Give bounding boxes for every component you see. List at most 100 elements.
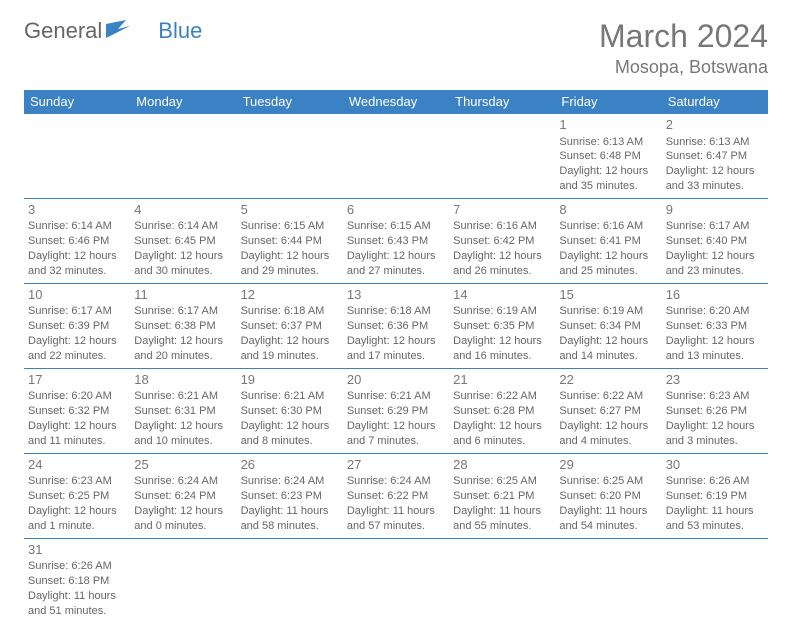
calendar-cell: 18Sunrise: 6:21 AMSunset: 6:31 PMDayligh… xyxy=(130,368,236,453)
sunset-text: Sunset: 6:22 PM xyxy=(347,489,445,504)
calendar-cell: 20Sunrise: 6:21 AMSunset: 6:29 PMDayligh… xyxy=(343,368,449,453)
logo: General Blue xyxy=(24,18,202,44)
calendar-cell: 15Sunrise: 6:19 AMSunset: 6:34 PMDayligh… xyxy=(555,283,661,368)
day-number: 3 xyxy=(28,201,126,219)
calendar-cell xyxy=(237,114,343,199)
calendar-cell xyxy=(237,538,343,622)
day-number: 29 xyxy=(559,456,657,474)
calendar-cell: 27Sunrise: 6:24 AMSunset: 6:22 PMDayligh… xyxy=(343,453,449,538)
sunrise-text: Sunrise: 6:19 AM xyxy=(453,304,551,319)
day-number: 13 xyxy=(347,286,445,304)
sunrise-text: Sunrise: 6:22 AM xyxy=(559,389,657,404)
page-header: General Blue March 2024 Mosopa, Botswana xyxy=(24,18,768,78)
weekday-header-row: Sunday Monday Tuesday Wednesday Thursday… xyxy=(24,90,768,114)
sunset-text: Sunset: 6:23 PM xyxy=(241,489,339,504)
day-number: 27 xyxy=(347,456,445,474)
daylight-text: Daylight: 12 hours and 10 minutes. xyxy=(134,419,232,449)
calendar-week-row: 31Sunrise: 6:26 AMSunset: 6:18 PMDayligh… xyxy=(24,538,768,622)
daylight-text: Daylight: 12 hours and 27 minutes. xyxy=(347,249,445,279)
sunset-text: Sunset: 6:24 PM xyxy=(134,489,232,504)
calendar-cell: 30Sunrise: 6:26 AMSunset: 6:19 PMDayligh… xyxy=(662,453,768,538)
daylight-text: Daylight: 12 hours and 0 minutes. xyxy=(134,504,232,534)
day-number: 10 xyxy=(28,286,126,304)
calendar-cell: 14Sunrise: 6:19 AMSunset: 6:35 PMDayligh… xyxy=(449,283,555,368)
daylight-text: Daylight: 12 hours and 25 minutes. xyxy=(559,249,657,279)
day-number: 1 xyxy=(559,116,657,134)
calendar-cell: 19Sunrise: 6:21 AMSunset: 6:30 PMDayligh… xyxy=(237,368,343,453)
sunset-text: Sunset: 6:25 PM xyxy=(28,489,126,504)
daylight-text: Daylight: 12 hours and 26 minutes. xyxy=(453,249,551,279)
sunset-text: Sunset: 6:29 PM xyxy=(347,404,445,419)
calendar-cell: 6Sunrise: 6:15 AMSunset: 6:43 PMDaylight… xyxy=(343,198,449,283)
calendar-cell: 11Sunrise: 6:17 AMSunset: 6:38 PMDayligh… xyxy=(130,283,236,368)
daylight-text: Daylight: 12 hours and 4 minutes. xyxy=(559,419,657,449)
sunrise-text: Sunrise: 6:14 AM xyxy=(134,219,232,234)
daylight-text: Daylight: 11 hours and 55 minutes. xyxy=(453,504,551,534)
calendar-cell: 28Sunrise: 6:25 AMSunset: 6:21 PMDayligh… xyxy=(449,453,555,538)
day-number: 2 xyxy=(666,116,764,134)
day-number: 31 xyxy=(28,541,126,559)
sunrise-text: Sunrise: 6:22 AM xyxy=(453,389,551,404)
calendar-cell xyxy=(130,114,236,199)
calendar-week-row: 1Sunrise: 6:13 AMSunset: 6:48 PMDaylight… xyxy=(24,114,768,199)
day-number: 24 xyxy=(28,456,126,474)
month-title: March 2024 xyxy=(599,18,768,55)
sunset-text: Sunset: 6:46 PM xyxy=(28,234,126,249)
calendar-cell xyxy=(130,538,236,622)
sunrise-text: Sunrise: 6:13 AM xyxy=(666,135,764,150)
sunrise-text: Sunrise: 6:21 AM xyxy=(134,389,232,404)
day-number: 15 xyxy=(559,286,657,304)
sunset-text: Sunset: 6:30 PM xyxy=(241,404,339,419)
daylight-text: Daylight: 12 hours and 23 minutes. xyxy=(666,249,764,279)
calendar-cell: 24Sunrise: 6:23 AMSunset: 6:25 PMDayligh… xyxy=(24,453,130,538)
day-number: 23 xyxy=(666,371,764,389)
sunset-text: Sunset: 6:45 PM xyxy=(134,234,232,249)
sunrise-text: Sunrise: 6:19 AM xyxy=(559,304,657,319)
day-number: 4 xyxy=(134,201,232,219)
calendar-cell: 2Sunrise: 6:13 AMSunset: 6:47 PMDaylight… xyxy=(662,114,768,199)
daylight-text: Daylight: 12 hours and 8 minutes. xyxy=(241,419,339,449)
day-number: 19 xyxy=(241,371,339,389)
sunset-text: Sunset: 6:40 PM xyxy=(666,234,764,249)
calendar-cell: 13Sunrise: 6:18 AMSunset: 6:36 PMDayligh… xyxy=(343,283,449,368)
weekday-header: Monday xyxy=(130,90,236,114)
day-number: 16 xyxy=(666,286,764,304)
daylight-text: Daylight: 12 hours and 11 minutes. xyxy=(28,419,126,449)
sunrise-text: Sunrise: 6:21 AM xyxy=(241,389,339,404)
sunrise-text: Sunrise: 6:20 AM xyxy=(28,389,126,404)
sunset-text: Sunset: 6:43 PM xyxy=(347,234,445,249)
weekday-header: Thursday xyxy=(449,90,555,114)
daylight-text: Daylight: 12 hours and 1 minute. xyxy=(28,504,126,534)
sunrise-text: Sunrise: 6:18 AM xyxy=(241,304,339,319)
sunset-text: Sunset: 6:36 PM xyxy=(347,319,445,334)
sunset-text: Sunset: 6:41 PM xyxy=(559,234,657,249)
day-number: 9 xyxy=(666,201,764,219)
title-block: March 2024 Mosopa, Botswana xyxy=(599,18,768,78)
calendar-week-row: 17Sunrise: 6:20 AMSunset: 6:32 PMDayligh… xyxy=(24,368,768,453)
calendar-cell xyxy=(24,114,130,199)
sunrise-text: Sunrise: 6:16 AM xyxy=(559,219,657,234)
calendar-cell xyxy=(343,538,449,622)
calendar-cell: 25Sunrise: 6:24 AMSunset: 6:24 PMDayligh… xyxy=(130,453,236,538)
daylight-text: Daylight: 11 hours and 54 minutes. xyxy=(559,504,657,534)
logo-text-blue: Blue xyxy=(158,18,202,43)
daylight-text: Daylight: 12 hours and 35 minutes. xyxy=(559,164,657,194)
sunset-text: Sunset: 6:26 PM xyxy=(666,404,764,419)
day-number: 8 xyxy=(559,201,657,219)
daylight-text: Daylight: 12 hours and 3 minutes. xyxy=(666,419,764,449)
daylight-text: Daylight: 11 hours and 51 minutes. xyxy=(28,589,126,619)
daylight-text: Daylight: 11 hours and 57 minutes. xyxy=(347,504,445,534)
calendar-cell: 9Sunrise: 6:17 AMSunset: 6:40 PMDaylight… xyxy=(662,198,768,283)
sunset-text: Sunset: 6:38 PM xyxy=(134,319,232,334)
calendar-cell: 26Sunrise: 6:24 AMSunset: 6:23 PMDayligh… xyxy=(237,453,343,538)
daylight-text: Daylight: 12 hours and 29 minutes. xyxy=(241,249,339,279)
sunset-text: Sunset: 6:39 PM xyxy=(28,319,126,334)
sunrise-text: Sunrise: 6:23 AM xyxy=(28,474,126,489)
daylight-text: Daylight: 12 hours and 32 minutes. xyxy=(28,249,126,279)
sunset-text: Sunset: 6:47 PM xyxy=(666,149,764,164)
day-number: 12 xyxy=(241,286,339,304)
sunrise-text: Sunrise: 6:17 AM xyxy=(28,304,126,319)
calendar-cell xyxy=(343,114,449,199)
calendar-week-row: 24Sunrise: 6:23 AMSunset: 6:25 PMDayligh… xyxy=(24,453,768,538)
daylight-text: Daylight: 12 hours and 6 minutes. xyxy=(453,419,551,449)
